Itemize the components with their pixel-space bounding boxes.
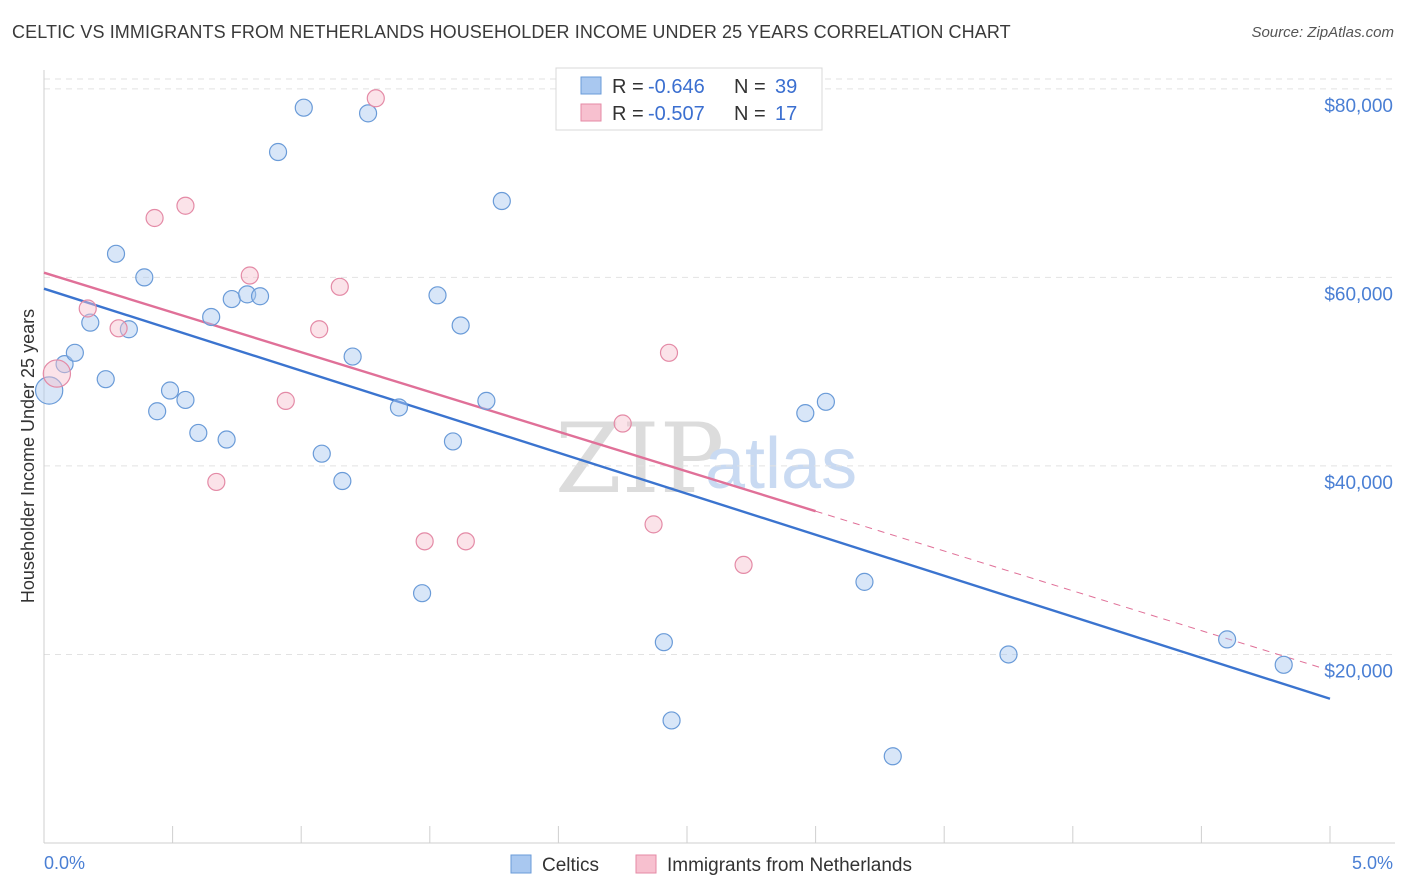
point-celtics xyxy=(135,268,154,287)
trendline-netherlands-extension xyxy=(815,510,1331,671)
point-netherlands xyxy=(240,266,259,285)
point-netherlands xyxy=(415,532,434,551)
point-netherlands xyxy=(659,343,679,362)
legend-label-celtics: Celtics xyxy=(542,855,599,876)
stats-swatch-celtics xyxy=(580,76,602,95)
point-celtics xyxy=(358,104,378,123)
point-celtics xyxy=(106,244,126,263)
point-netherlands xyxy=(42,359,72,388)
point-celtics xyxy=(222,289,241,309)
point-celtics xyxy=(189,423,208,443)
trendline-netherlands xyxy=(43,271,816,513)
point-netherlands xyxy=(109,319,128,338)
point-celtics xyxy=(389,398,409,417)
point-celtics xyxy=(294,98,313,117)
y-tick-label: $40,000 xyxy=(1324,473,1393,494)
legend-swatch-celtics xyxy=(510,854,532,874)
y-tick-label: $20,000 xyxy=(1324,661,1393,682)
point-celtics xyxy=(343,347,362,366)
chart-title: CELTIC VS IMMIGRANTS FROM NETHERLANDS HO… xyxy=(12,22,1011,42)
stats-r-value-netherlands: -0.507 xyxy=(648,103,705,125)
point-celtics xyxy=(816,392,835,411)
tick-labels: $20,000 $40,000 $60,000 $80,000 0.0% 5.0% xyxy=(44,96,1393,873)
point-celtics xyxy=(148,402,167,421)
point-netherlands xyxy=(310,320,329,339)
point-netherlands xyxy=(456,532,475,551)
stats-n-value-celtics: 39 xyxy=(775,76,797,98)
watermark: ZIP atlas xyxy=(555,403,857,515)
point-celtics xyxy=(96,370,115,389)
point-celtics xyxy=(654,633,673,652)
point-celtics xyxy=(662,711,681,730)
point-celtics xyxy=(428,286,447,305)
stats-r-label-celtics: R = xyxy=(612,76,644,98)
stats-legend: R = -0.646 N = 39 R = -0.507 N = 17 xyxy=(555,67,823,131)
grid xyxy=(44,78,1395,655)
stats-r-value-celtics: -0.646 xyxy=(648,76,705,98)
point-celtics xyxy=(81,313,100,332)
point-celtics xyxy=(492,191,511,211)
point-netherlands xyxy=(145,208,164,228)
point-celtics xyxy=(34,376,64,405)
point-celtics xyxy=(1218,630,1237,649)
point-celtics xyxy=(477,391,496,410)
point-celtics xyxy=(999,645,1018,664)
trendlines xyxy=(43,271,1331,700)
stats-swatch-netherlands xyxy=(580,103,602,122)
point-celtics xyxy=(160,381,180,400)
point-netherlands xyxy=(176,196,195,215)
y-tick-label: $80,000 xyxy=(1324,96,1393,117)
point-netherlands xyxy=(330,277,349,296)
bottom-legend: Celtics Immigrants from Netherlands xyxy=(510,854,912,876)
point-celtics xyxy=(412,584,432,603)
watermark-atlas: atlas xyxy=(705,424,857,504)
point-celtics xyxy=(65,343,84,362)
point-netherlands xyxy=(644,515,663,534)
stats-n-label-celtics: N = xyxy=(734,76,766,98)
point-celtics xyxy=(855,572,874,591)
point-netherlands xyxy=(613,414,632,433)
point-celtics xyxy=(250,287,270,306)
point-celtics xyxy=(217,430,236,449)
point-netherlands xyxy=(207,472,226,492)
point-celtics xyxy=(312,444,331,463)
point-celtics xyxy=(202,307,221,327)
stats-r-label-netherlands: R = xyxy=(612,103,644,125)
point-netherlands xyxy=(276,391,295,410)
y-tick-label: $60,000 xyxy=(1324,284,1393,305)
x-tick-label-min: 0.0% xyxy=(44,853,85,873)
legend-swatch-netherlands xyxy=(635,854,657,874)
point-celtics xyxy=(1274,655,1293,674)
axes xyxy=(43,70,1395,844)
point-celtics xyxy=(451,316,470,335)
point-celtics xyxy=(443,432,463,451)
trendline-celtics xyxy=(43,287,1331,700)
y-axis-label: Householder Income Under 25 years xyxy=(18,309,38,603)
x-tick-label-max: 5.0% xyxy=(1352,853,1393,873)
data-points xyxy=(34,89,1293,766)
point-celtics xyxy=(268,142,288,162)
stats-n-value-netherlands: 17 xyxy=(775,103,797,125)
source-attribution: Source: ZipAtlas.com xyxy=(1251,24,1394,41)
point-netherlands xyxy=(734,555,753,575)
stats-n-label-netherlands: N = xyxy=(734,103,766,125)
point-netherlands xyxy=(366,89,385,108)
point-celtics xyxy=(176,390,195,410)
point-celtics xyxy=(883,747,902,766)
point-celtics xyxy=(333,471,352,491)
point-netherlands xyxy=(78,299,97,318)
point-celtics xyxy=(796,404,815,423)
legend-label-netherlands: Immigrants from Netherlands xyxy=(667,855,912,876)
